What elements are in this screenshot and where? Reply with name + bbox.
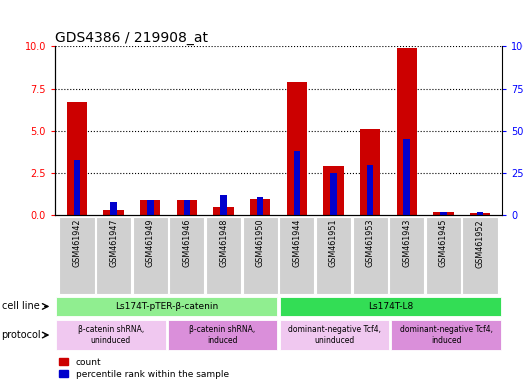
Legend: count, percentile rank within the sample: count, percentile rank within the sample: [60, 358, 229, 379]
Bar: [206, 217, 241, 294]
Bar: [280, 296, 501, 316]
Text: GSM461944: GSM461944: [292, 219, 301, 267]
Bar: [462, 217, 498, 294]
Bar: [220, 195, 227, 215]
Bar: [367, 165, 373, 215]
Bar: [74, 160, 80, 215]
Text: cell line: cell line: [2, 301, 39, 311]
Text: dominant-negative Tcf4,
uninduced: dominant-negative Tcf4, uninduced: [288, 325, 381, 345]
Text: protocol: protocol: [2, 330, 41, 340]
Bar: [104, 210, 123, 215]
Text: GSM461948: GSM461948: [219, 219, 228, 267]
Bar: [177, 200, 197, 215]
Bar: [213, 207, 234, 215]
Bar: [133, 217, 168, 294]
Bar: [389, 217, 424, 294]
Bar: [287, 82, 307, 215]
Bar: [257, 197, 264, 215]
Text: Ls174T-pTER-β-catenin: Ls174T-pTER-β-catenin: [115, 302, 218, 311]
Bar: [169, 217, 204, 294]
Bar: [391, 320, 501, 350]
Bar: [403, 139, 410, 215]
Bar: [477, 212, 483, 215]
Text: GSM461949: GSM461949: [146, 219, 155, 267]
Text: GSM461953: GSM461953: [366, 219, 374, 267]
Bar: [293, 151, 300, 215]
Bar: [280, 320, 389, 350]
Text: GSM461943: GSM461943: [402, 219, 411, 267]
Text: GSM461952: GSM461952: [475, 219, 485, 268]
Bar: [353, 217, 388, 294]
Bar: [147, 200, 154, 215]
Bar: [67, 102, 87, 215]
Bar: [96, 217, 131, 294]
Bar: [250, 199, 270, 215]
Text: GSM461947: GSM461947: [109, 219, 118, 267]
Text: GSM461951: GSM461951: [329, 219, 338, 267]
Text: GSM461945: GSM461945: [439, 219, 448, 267]
Bar: [56, 296, 277, 316]
Bar: [279, 217, 314, 294]
Bar: [243, 217, 278, 294]
Bar: [184, 200, 190, 215]
Bar: [59, 217, 95, 294]
Bar: [323, 166, 344, 215]
Text: GSM461942: GSM461942: [72, 219, 82, 267]
Text: β-catenin shRNA,
uninduced: β-catenin shRNA, uninduced: [78, 325, 144, 345]
Bar: [140, 200, 160, 215]
Bar: [168, 320, 277, 350]
Text: Ls174T-L8: Ls174T-L8: [368, 302, 413, 311]
Text: GDS4386 / 219908_at: GDS4386 / 219908_at: [55, 31, 208, 45]
Text: dominant-negative Tcf4,
induced: dominant-negative Tcf4, induced: [400, 325, 493, 345]
Bar: [470, 213, 490, 215]
Bar: [360, 129, 380, 215]
Text: GSM461946: GSM461946: [183, 219, 191, 267]
Bar: [397, 48, 417, 215]
Bar: [434, 212, 453, 215]
Text: β-catenin shRNA,
induced: β-catenin shRNA, induced: [189, 325, 256, 345]
Bar: [426, 217, 461, 294]
Bar: [56, 320, 166, 350]
Bar: [110, 202, 117, 215]
Bar: [440, 212, 447, 215]
Bar: [316, 217, 351, 294]
Text: GSM461950: GSM461950: [256, 219, 265, 267]
Bar: [330, 173, 337, 215]
